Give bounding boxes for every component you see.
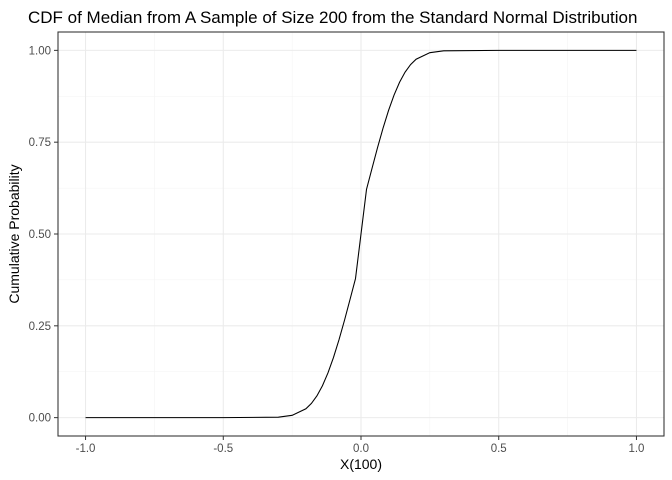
y-tick-label: 0.75: [29, 137, 51, 149]
y-tick-label: 0.50: [29, 229, 51, 241]
x-axis-title: X(100): [340, 456, 382, 472]
y-tick-label: 0.00: [29, 413, 51, 425]
chart-title: CDF of Median from A Sample of Size 200 …: [28, 8, 637, 27]
axes: -1.0 -0.5 0.0 0.5 1.0 0.00 0.25 0.50 0.75 1.00: [29, 45, 645, 455]
x-tick-label: -0.5: [213, 443, 233, 455]
x-tick-label: -1.0: [76, 443, 96, 455]
cdf-series-line: [85, 49, 637, 419]
x-tick-label: 0.0: [353, 443, 369, 455]
plot-area: [85, 49, 637, 419]
y-tick-label: 0.25: [29, 321, 51, 333]
x-tick-label: 1.0: [628, 443, 644, 455]
y-axis-title: Cumulative Probability: [6, 164, 22, 303]
y-tick-label: 1.00: [29, 45, 51, 57]
x-tick-label: 0.5: [491, 443, 507, 455]
